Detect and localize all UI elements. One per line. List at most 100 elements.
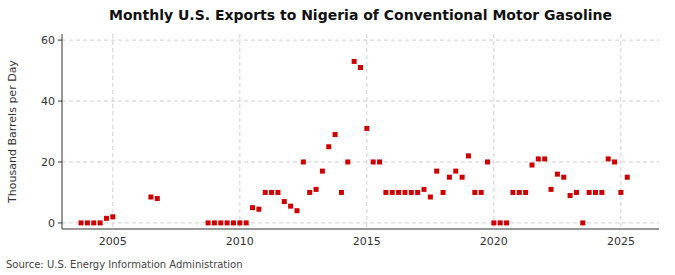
y-tick-label: 0: [48, 217, 55, 230]
point: [148, 195, 153, 200]
point: [523, 190, 528, 195]
point: [237, 220, 242, 225]
point: [504, 220, 509, 225]
point: [333, 132, 338, 137]
point: [225, 220, 230, 225]
point: [606, 156, 611, 161]
y-tick-label: 20: [41, 156, 55, 169]
point: [580, 220, 585, 225]
point: [485, 159, 490, 164]
point: [371, 159, 376, 164]
point: [326, 144, 331, 149]
point: [307, 190, 312, 195]
x-tick-label: 2015: [353, 235, 381, 248]
x-grid-line: [620, 34, 621, 229]
x-tick-label: 2010: [226, 235, 254, 248]
x-grid-line: [239, 34, 240, 229]
y-axis-line: [62, 34, 63, 229]
point: [282, 199, 287, 204]
y-axis-label: Thousand Barrels per Day: [6, 60, 19, 204]
point: [460, 175, 465, 180]
point: [206, 220, 211, 225]
point: [568, 193, 573, 198]
y-tick: [58, 161, 62, 162]
point: [320, 169, 325, 174]
point: [510, 190, 515, 195]
x-tick-label: 2025: [607, 235, 635, 248]
point: [529, 163, 534, 168]
point: [98, 220, 103, 225]
point: [587, 190, 592, 195]
point: [618, 190, 623, 195]
point: [555, 172, 560, 177]
point: [85, 220, 90, 225]
point: [377, 159, 382, 164]
y-grid-line: [62, 161, 659, 162]
x-grid-line: [493, 34, 494, 229]
point: [275, 190, 280, 195]
point: [345, 159, 350, 164]
point: [498, 220, 503, 225]
x-tick-label: 2020: [480, 235, 508, 248]
y-tick: [58, 101, 62, 102]
point: [339, 190, 344, 195]
point: [244, 220, 249, 225]
point: [294, 208, 299, 213]
point: [288, 204, 293, 209]
point: [441, 190, 446, 195]
y-grid-line: [62, 222, 659, 223]
point: [472, 190, 477, 195]
y-tick-label: 60: [41, 34, 55, 47]
point: [155, 196, 160, 201]
source: Source: U.S. Energy Information Administ…: [6, 259, 243, 270]
y-tick-label: 40: [41, 95, 55, 108]
x-grid-line: [366, 34, 367, 229]
point: [466, 153, 471, 158]
point: [479, 190, 484, 195]
point: [212, 220, 217, 225]
point: [447, 175, 452, 180]
point: [453, 169, 458, 174]
point: [352, 59, 357, 64]
point: [314, 187, 319, 192]
point: [91, 220, 96, 225]
point: [415, 190, 420, 195]
point: [561, 175, 566, 180]
point: [434, 169, 439, 174]
point: [536, 156, 541, 161]
point: [104, 216, 109, 221]
points: [79, 59, 630, 225]
point: [301, 159, 306, 164]
point: [396, 190, 401, 195]
point: [422, 187, 427, 192]
chart: 020406020052010201520202025Monthly U.S. …: [0, 0, 675, 275]
point: [612, 159, 617, 164]
point: [542, 156, 547, 161]
point: [110, 214, 115, 219]
point: [390, 190, 395, 195]
point: [491, 220, 496, 225]
point: [599, 190, 604, 195]
point: [574, 190, 579, 195]
point: [593, 190, 598, 195]
point: [231, 220, 236, 225]
point: [383, 190, 388, 195]
point: [263, 190, 268, 195]
point: [79, 220, 84, 225]
point: [250, 205, 255, 210]
point: [218, 220, 223, 225]
point: [358, 65, 363, 70]
x-grid-line: [112, 34, 113, 229]
x-tick-label: 2005: [99, 235, 127, 248]
point: [402, 190, 407, 195]
y-tick: [58, 40, 62, 41]
point: [409, 190, 414, 195]
y-tick: [58, 222, 62, 223]
point: [256, 207, 261, 212]
y-grid-line: [62, 40, 659, 41]
point: [269, 190, 274, 195]
y-grid-line: [62, 101, 659, 102]
point: [549, 187, 554, 192]
point: [364, 126, 369, 131]
point: [625, 175, 630, 180]
